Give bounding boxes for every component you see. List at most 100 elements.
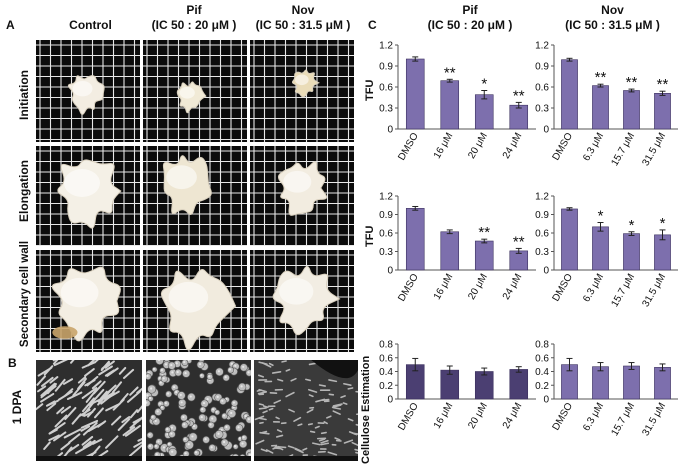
y-tick-label: 0.9: [379, 62, 393, 73]
significance-marker: *: [481, 76, 487, 93]
y-tick-label: 0: [387, 395, 393, 406]
chart-svg-nov-cellulose: 0 0.2 0.4 0.6 0.8 DMSO 6.3 μM 15.7 μM 31.5 μM: [535, 340, 678, 438]
y-tick-label: 0.3: [535, 104, 549, 115]
x-tick-label: 20 μM: [466, 272, 490, 302]
error-bar: [659, 363, 666, 372]
y-tick-label: 1.2: [535, 192, 549, 203]
y-tick-label: 0.6: [535, 229, 549, 240]
error-bar: [659, 90, 666, 96]
x-tick-label: 31.5 μM: [640, 131, 668, 168]
error-bar: [412, 56, 419, 62]
y-tick-label: 1.2: [535, 41, 549, 52]
error-bar: [628, 88, 635, 93]
x-tick-label: 31.5 μM: [640, 401, 668, 438]
photo-pif-elongation: [143, 146, 247, 246]
sem-pif: [146, 360, 251, 461]
x-tick-label: 16 μM: [432, 131, 456, 161]
error-bar: [566, 357, 573, 372]
significance-marker: **: [513, 87, 525, 104]
y-tick-label: 0: [543, 125, 549, 136]
chart-column-header-pif: Pif (IC 50 : 20 μM ): [427, 3, 513, 32]
panel-letter-b: B: [8, 356, 17, 370]
error-bar: [446, 229, 453, 235]
error-bar: [412, 205, 419, 211]
y-tick-label: 0: [387, 125, 393, 136]
significance-marker: *: [629, 217, 635, 234]
significance-marker: **: [444, 64, 456, 81]
bar-15.7-μM: [623, 365, 640, 400]
significance-marker: **: [478, 224, 490, 241]
photo-control-secondary-wall: [36, 250, 140, 352]
y-tick-label: 0.3: [535, 247, 549, 258]
x-tick-label: 20 μM: [466, 131, 490, 161]
y-tick-label: 0: [387, 266, 393, 277]
x-tick-label: 6.3 μM: [581, 131, 606, 163]
bar-20-μM: [474, 371, 494, 400]
chart-svg-pif-cellulose: 0 0.2 0.4 0.6 0.8 DMSO 16 μM 20 μM 24 μM: [379, 340, 536, 432]
sem-nov: [254, 360, 358, 461]
row-label-secondary-cell-wall: Secondary cell wall: [19, 240, 31, 348]
y-tick-label: 0.9: [535, 210, 549, 221]
y-tick-label: 0.3: [379, 104, 393, 115]
chart-column-header-nov: Nov (IC 50 : 31.5 μM ): [565, 3, 660, 32]
photo-control-elongation: [36, 146, 140, 246]
y-tick-label: 1.2: [379, 41, 393, 52]
error-bar: [628, 362, 635, 370]
x-tick-label: 24 μM: [501, 131, 525, 161]
x-tick-label: DMSO: [551, 401, 576, 433]
row-label-elongation: Elongation: [17, 160, 31, 222]
significance-marker: **: [657, 76, 669, 93]
sem-control: [36, 360, 142, 461]
y-tick-label: 0.4: [379, 367, 393, 378]
column-header-nov: Nov (IC 50 : 31.5 μM ): [255, 3, 351, 32]
error-bar: [515, 247, 522, 254]
x-tick-label: DMSO: [551, 272, 576, 304]
y-tick-label: 0.6: [379, 353, 393, 364]
error-bar: [597, 222, 604, 232]
row-label-initiation: Initiation: [17, 70, 31, 120]
y-tick-label: 0.6: [535, 83, 549, 94]
error-bar: [412, 357, 419, 372]
x-tick-label: DMSO: [396, 272, 421, 304]
y-tick-label: 1.2: [379, 192, 393, 203]
bar-DMSO: [561, 208, 578, 271]
significance-marker: *: [660, 215, 666, 232]
bar-6.3-μM: [592, 366, 609, 400]
bar-15.7-μM: [623, 233, 640, 271]
bar-DMSO: [561, 59, 578, 130]
bar-DMSO: [405, 208, 425, 271]
y-tick-label: 0.2: [379, 381, 393, 392]
y-tick-label: 0.6: [535, 353, 549, 364]
significance-marker: **: [513, 233, 525, 250]
error-bar: [515, 366, 522, 373]
x-tick-label: 16 μM: [432, 272, 456, 302]
y-tick-label: 0.6: [379, 229, 393, 240]
y-tick-label: 0.8: [379, 340, 393, 351]
x-tick-label: DMSO: [551, 131, 576, 163]
column-header-pif: Pif (IC 50 : 20 μM ): [151, 3, 237, 32]
significance-marker: *: [598, 208, 604, 225]
chart-svg-nov-initiation: 0 0.3 0.6 0.9 1.2 DMSO ** 6.3 μM ** 15.7 μM ** 31.5…: [535, 41, 678, 168]
x-tick-label: 16 μM: [432, 401, 456, 431]
photo-pif-initiation: [143, 40, 247, 142]
chart-svg-pif-initiation: 0 0.3 0.6 0.9 1.2 DMSO ** 16 μM * 20 μM ** 24 μM: [379, 41, 536, 162]
y-tick-label: 0: [543, 266, 549, 277]
error-bar: [481, 238, 488, 244]
bar-31.5-μM: [654, 92, 671, 130]
y-tick-label: 0.6: [379, 83, 393, 94]
bar-20-μM: [474, 240, 494, 271]
bar-16-μM: [440, 80, 460, 130]
row-label-1-dpa: 1 DPA: [10, 389, 24, 425]
error-bar: [446, 365, 453, 375]
error-bar: [566, 57, 573, 62]
x-tick-label: 15.7 μM: [609, 401, 637, 438]
error-bar: [628, 231, 635, 236]
chart-nov-elongation: 0 0.3 0.6 0.9 1.2 DMSO * 6.3 μM * 15.7 μM * 31.5 μM: [524, 184, 685, 318]
chart-pif-elongation: 0 0.3 0.6 0.9 1.2 DMSO 16 μM ** 20 μM ** 24 μM: [368, 184, 546, 318]
error-bar: [566, 207, 573, 211]
photo-nov-secondary-wall: [250, 250, 354, 352]
x-tick-label: 6.3 μM: [581, 401, 606, 433]
y-tick-label: 0.2: [535, 381, 549, 392]
bar-16-μM: [440, 231, 460, 271]
